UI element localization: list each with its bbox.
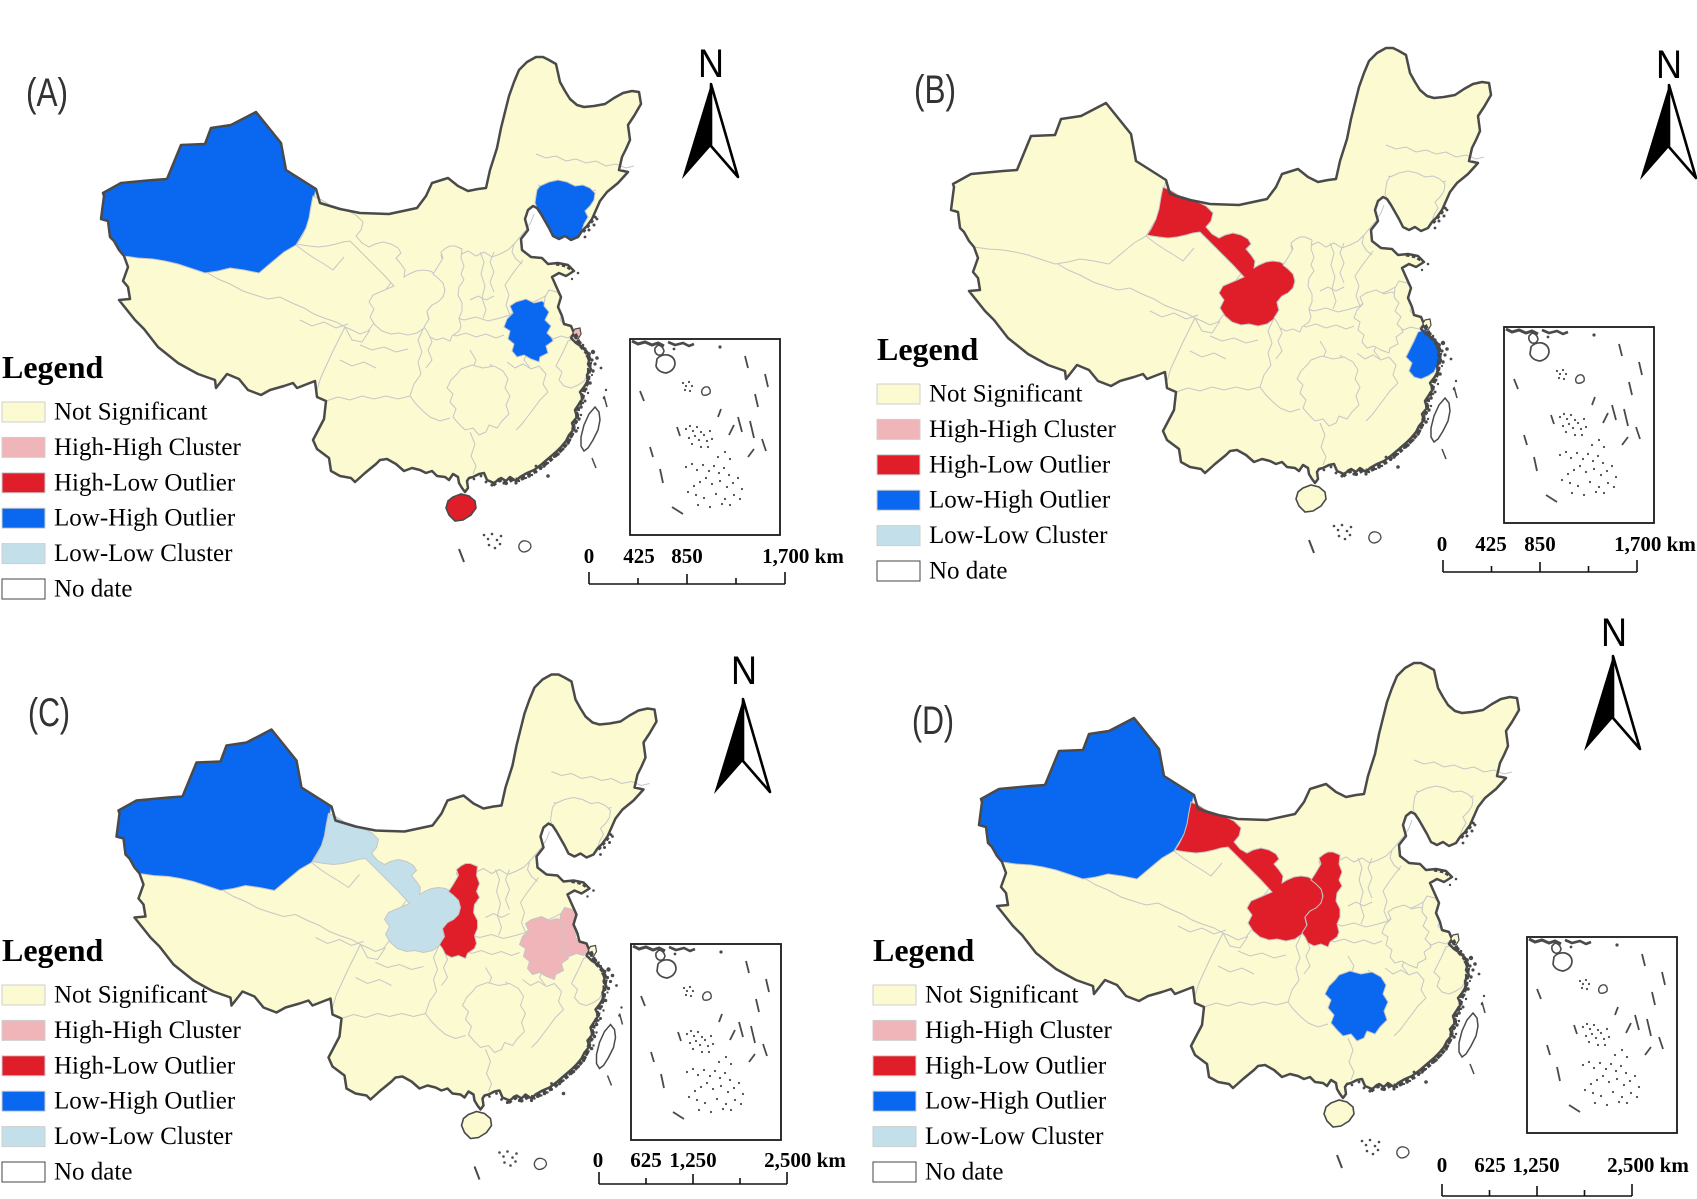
svg-text:Low-High Outlier: Low-High Outlier bbox=[54, 1088, 236, 1115]
svg-text:1,250: 1,250 bbox=[669, 1148, 716, 1172]
svg-text:Legend: Legend bbox=[2, 349, 104, 385]
svg-text:Low-High Outlier: Low-High Outlier bbox=[929, 487, 1111, 514]
svg-text:Legend: Legend bbox=[877, 331, 979, 367]
svg-text:Not Significant: Not Significant bbox=[925, 982, 1079, 1009]
svg-text:0: 0 bbox=[1437, 532, 1448, 556]
svg-text:High-Low Outlier: High-Low Outlier bbox=[54, 1052, 236, 1079]
svg-text:N: N bbox=[698, 42, 724, 86]
svg-text:Legend: Legend bbox=[873, 932, 975, 968]
svg-text:425: 425 bbox=[1475, 532, 1507, 556]
svg-text:0: 0 bbox=[1437, 1153, 1448, 1177]
svg-text:625: 625 bbox=[1474, 1153, 1506, 1177]
svg-text:Low-High Outlier: Low-High Outlier bbox=[925, 1088, 1107, 1115]
svg-text:2,500 km: 2,500 km bbox=[764, 1148, 846, 1172]
svg-text:425: 425 bbox=[623, 544, 655, 568]
svg-text:High-High Cluster: High-High Cluster bbox=[925, 1017, 1112, 1044]
svg-text:High-Low Outlier: High-Low Outlier bbox=[54, 469, 236, 496]
svg-text:(B): (B) bbox=[914, 68, 956, 112]
svg-text:Low-Low Cluster: Low-Low Cluster bbox=[54, 1123, 233, 1150]
svg-text:No date: No date bbox=[925, 1159, 1003, 1186]
svg-text:2,500 km: 2,500 km bbox=[1607, 1153, 1689, 1177]
svg-text:No date: No date bbox=[54, 1159, 132, 1186]
svg-text:No date: No date bbox=[54, 576, 132, 603]
svg-text:High-High Cluster: High-High Cluster bbox=[54, 1017, 241, 1044]
svg-text:0: 0 bbox=[584, 544, 595, 568]
svg-text:Low-Low Cluster: Low-Low Cluster bbox=[54, 540, 233, 567]
svg-text:(C): (C) bbox=[28, 691, 70, 735]
svg-text:Low-Low Cluster: Low-Low Cluster bbox=[929, 522, 1108, 549]
svg-text:N: N bbox=[1656, 43, 1682, 87]
svg-text:1,700 km: 1,700 km bbox=[762, 544, 844, 568]
svg-text:850: 850 bbox=[1524, 532, 1556, 556]
svg-text:1,700 km: 1,700 km bbox=[1614, 532, 1696, 556]
svg-text:N: N bbox=[731, 649, 757, 693]
svg-text:1,250: 1,250 bbox=[1512, 1153, 1559, 1177]
svg-text:Low-Low Cluster: Low-Low Cluster bbox=[925, 1123, 1104, 1150]
svg-text:High-High Cluster: High-High Cluster bbox=[929, 416, 1116, 443]
svg-text:High-Low Outlier: High-Low Outlier bbox=[929, 451, 1111, 478]
svg-text:Not Significant: Not Significant bbox=[54, 399, 208, 426]
svg-text:N: N bbox=[1601, 611, 1627, 655]
svg-text:625: 625 bbox=[630, 1148, 662, 1172]
svg-text:High-Low Outlier: High-Low Outlier bbox=[925, 1052, 1107, 1079]
svg-text:0: 0 bbox=[593, 1148, 604, 1172]
svg-text:Not Significant: Not Significant bbox=[929, 381, 1083, 408]
svg-text:(A): (A) bbox=[26, 71, 68, 115]
svg-text:Not Significant: Not Significant bbox=[54, 982, 208, 1009]
svg-text:Low-High Outlier: Low-High Outlier bbox=[54, 505, 236, 532]
svg-text:Legend: Legend bbox=[2, 932, 104, 968]
svg-text:(D): (D) bbox=[912, 699, 954, 743]
svg-text:High-High Cluster: High-High Cluster bbox=[54, 434, 241, 461]
svg-text:No date: No date bbox=[929, 558, 1007, 585]
svg-text:850: 850 bbox=[671, 544, 703, 568]
